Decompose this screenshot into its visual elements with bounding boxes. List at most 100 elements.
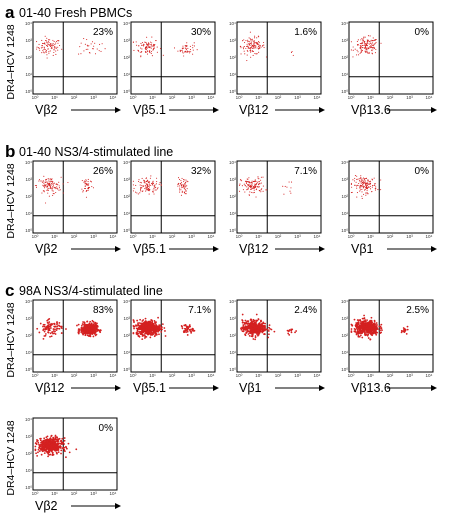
x-tick-label: 10⁰ bbox=[348, 373, 355, 378]
event-dot bbox=[87, 45, 89, 47]
event-dot bbox=[93, 45, 95, 47]
event-dot bbox=[36, 455, 39, 457]
event-dot bbox=[80, 329, 83, 332]
y-tick-label: 10⁴ bbox=[229, 21, 236, 26]
event-dot bbox=[366, 334, 369, 337]
scatter-plot-b-2: 10⁰ 10¹ 10² 10³ 10⁴ 10⁰ 10¹ 10² 10³ 10⁴ 32% Vβ5.1 bbox=[123, 160, 219, 256]
event-dot bbox=[173, 47, 176, 49]
x-tick-label: 10³ bbox=[90, 95, 97, 100]
event-dot bbox=[258, 322, 261, 324]
event-dot bbox=[82, 191, 84, 193]
event-dot bbox=[268, 333, 270, 336]
event-dot bbox=[101, 43, 103, 45]
event-dot bbox=[59, 189, 61, 191]
event-dot bbox=[358, 324, 361, 327]
event-dot bbox=[147, 45, 149, 47]
event-dot bbox=[55, 50, 57, 52]
event-dot bbox=[243, 46, 245, 48]
event-dot bbox=[164, 330, 166, 332]
x-tick-label: 10⁴ bbox=[110, 95, 117, 100]
event-dot bbox=[374, 187, 376, 190]
event-dot bbox=[91, 41, 94, 43]
event-dot bbox=[351, 324, 354, 327]
event-dot bbox=[151, 184, 154, 186]
event-dot bbox=[84, 188, 87, 190]
event-dot bbox=[184, 182, 186, 185]
event-dot bbox=[160, 326, 163, 329]
event-dot bbox=[84, 187, 86, 190]
event-dot bbox=[52, 54, 54, 57]
event-dot bbox=[61, 48, 63, 50]
event-dot bbox=[139, 189, 142, 191]
event-dot bbox=[135, 191, 137, 193]
event-dot bbox=[52, 183, 54, 185]
event-dot bbox=[177, 177, 180, 179]
event-dot bbox=[363, 178, 365, 180]
event-dot bbox=[96, 328, 99, 331]
event-dot bbox=[78, 53, 80, 55]
event-dot bbox=[47, 189, 49, 191]
event-dot bbox=[80, 42, 82, 44]
event-dot bbox=[178, 182, 180, 184]
event-dot bbox=[154, 189, 156, 191]
event-dot bbox=[42, 51, 44, 53]
event-dot bbox=[241, 185, 243, 187]
event-dot bbox=[55, 53, 57, 55]
event-dot bbox=[40, 443, 42, 446]
event-dot bbox=[148, 193, 150, 195]
event-dot bbox=[350, 328, 353, 330]
event-dot bbox=[81, 180, 83, 182]
event-dot bbox=[47, 455, 49, 458]
event-dot bbox=[38, 331, 41, 334]
event-dot bbox=[157, 187, 159, 189]
event-dot bbox=[363, 42, 365, 44]
event-dot bbox=[142, 43, 144, 45]
event-dot bbox=[375, 186, 377, 188]
event-dot bbox=[139, 181, 141, 184]
event-dot bbox=[132, 331, 135, 334]
event-dot bbox=[252, 338, 255, 340]
scatter-plot-b-1: 10⁰ 10¹ 10² 10³ 10⁴ 10⁰ 10¹ 10² 10³ 10⁴ 26% Vβ2 bbox=[25, 160, 121, 256]
event-dot bbox=[256, 53, 258, 55]
event-dot bbox=[42, 185, 45, 187]
event-dot bbox=[363, 185, 365, 187]
event-dot bbox=[138, 180, 140, 183]
event-dot bbox=[43, 441, 46, 443]
event-dot bbox=[50, 443, 53, 446]
event-dot bbox=[58, 324, 60, 327]
quadrant-percent-label: 23% bbox=[93, 27, 113, 38]
event-dot bbox=[184, 187, 186, 189]
x-tick-label: 10³ bbox=[188, 95, 195, 100]
event-dot bbox=[251, 45, 253, 47]
event-dot bbox=[256, 329, 259, 332]
event-dot bbox=[244, 42, 246, 44]
event-dot bbox=[255, 196, 257, 198]
event-dot bbox=[360, 39, 362, 41]
event-dot bbox=[260, 182, 262, 184]
event-dot bbox=[248, 181, 250, 184]
quadrant-percent-label: 83% bbox=[93, 305, 113, 316]
event-dot bbox=[179, 178, 181, 180]
event-dot bbox=[182, 47, 185, 49]
event-dot bbox=[52, 330, 55, 332]
event-dot bbox=[47, 178, 49, 180]
y-tick-label: 10⁰ bbox=[123, 228, 130, 233]
event-dot bbox=[52, 443, 55, 446]
event-dot bbox=[356, 43, 359, 46]
event-dot bbox=[360, 186, 362, 188]
event-dot bbox=[242, 189, 244, 191]
event-dot bbox=[364, 45, 366, 47]
event-dot bbox=[139, 192, 141, 194]
event-dot bbox=[351, 186, 353, 188]
event-dot bbox=[49, 178, 51, 180]
event-dot bbox=[83, 326, 85, 328]
event-dot bbox=[363, 180, 365, 182]
event-dot bbox=[185, 186, 187, 188]
event-dot bbox=[52, 194, 54, 196]
event-dot bbox=[152, 181, 154, 183]
event-dot bbox=[41, 181, 43, 183]
event-dot bbox=[362, 39, 364, 41]
event-dot bbox=[355, 322, 358, 324]
event-dot bbox=[132, 184, 134, 186]
event-dot bbox=[256, 41, 258, 43]
